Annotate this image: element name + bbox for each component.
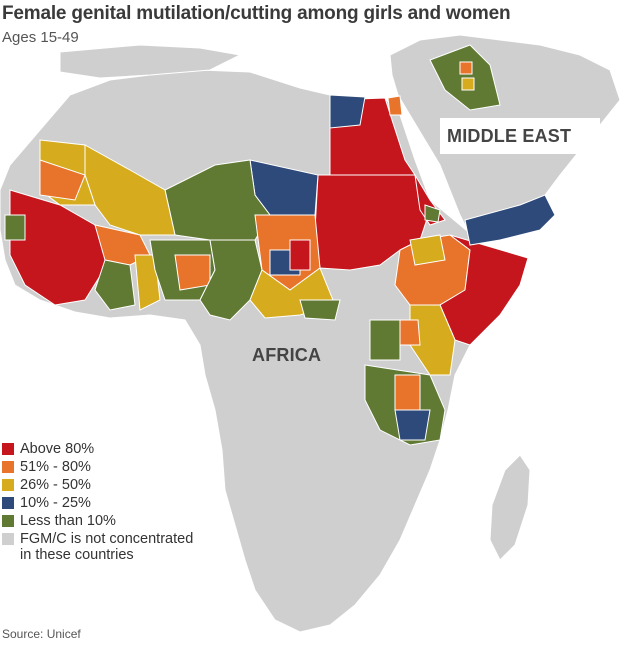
country-ethiopia-yellow	[409, 234, 446, 266]
legend-swatch	[2, 533, 14, 545]
country-ghana	[94, 259, 136, 311]
legend-item-less-than-10: Less than 10%	[2, 513, 193, 529]
middle-east-label-box	[440, 118, 600, 154]
country-somalia	[439, 234, 529, 346]
legend-item-51-80: 51% - 80%	[2, 459, 193, 475]
country-kenya-orange	[399, 319, 421, 346]
legend-label: Above 80%	[20, 441, 95, 457]
legend-swatch	[2, 497, 14, 509]
map-title: Female genital mutilation/cutting among …	[2, 3, 511, 24]
country-mauritania-orange	[39, 159, 86, 201]
legend-label: 26% - 50%	[20, 477, 91, 493]
countries	[4, 44, 556, 446]
legend-label: Less than 10%	[20, 513, 116, 529]
country-uganda	[369, 319, 401, 361]
legend-label: FGM/C is not concentrated in these count…	[20, 531, 194, 563]
legend-item-10-25: 10% - 25%	[2, 495, 193, 511]
country-iraq-yellow	[461, 77, 475, 91]
country-drc-red	[289, 239, 311, 271]
country-congo-green	[299, 299, 341, 321]
country-guinea-green	[4, 214, 26, 241]
legend: Above 80% 51% - 80% 26% - 50% 10% - 25% …	[2, 441, 193, 565]
country-togo	[134, 254, 161, 311]
legend-item-not-concentrated: FGM/C is not concentrated in these count…	[2, 531, 193, 563]
legend-swatch	[2, 443, 14, 455]
country-cameroon	[199, 239, 263, 321]
country-iraq-orange	[459, 61, 473, 75]
source-note: Source: Unicef	[2, 627, 81, 641]
country-nigeria-mid	[174, 254, 211, 291]
legend-item-above-80: Above 80%	[2, 441, 193, 457]
label-africa: AFRICA	[252, 345, 322, 365]
legend-label: 10% - 25%	[20, 495, 91, 511]
europe-south-land	[59, 44, 242, 79]
legend-swatch	[2, 479, 14, 491]
legend-swatch	[2, 515, 14, 527]
country-sinai	[387, 95, 403, 116]
country-libya-coast	[329, 94, 366, 129]
map-subtitle: Ages 15-49	[2, 29, 79, 46]
country-tanzania-orange	[394, 374, 421, 411]
country-yemen	[464, 194, 556, 246]
country-eritrea-green	[424, 204, 441, 223]
legend-label: 51% - 80%	[20, 459, 91, 475]
madagascar-land	[489, 454, 531, 561]
europe-land	[0, 0, 624, 95]
country-tanzania-blue	[394, 409, 431, 441]
country-senegal	[9, 189, 111, 306]
legend-swatch	[2, 461, 14, 473]
legend-item-26-50: 26% - 50%	[2, 477, 193, 493]
label-middle-east: MIDDLE EAST	[447, 126, 572, 146]
